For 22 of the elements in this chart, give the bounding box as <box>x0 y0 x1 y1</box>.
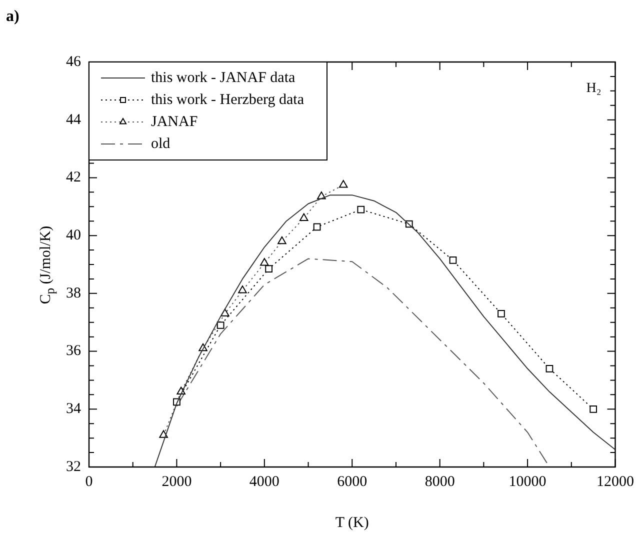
y-tick-label: 40 <box>66 228 81 244</box>
y-tick-label: 46 <box>66 54 82 70</box>
y-tick-label: 38 <box>66 285 81 302</box>
x-axis-title: T (K) <box>335 514 369 531</box>
y-tick-label: 36 <box>66 343 82 360</box>
x-tick-label: 6000 <box>337 474 368 490</box>
legend-label: this work - Herzberg data <box>151 92 304 108</box>
y-tick-label: 32 <box>66 458 81 475</box>
x-tick-label: 10000 <box>508 474 546 490</box>
x-tick-label: 4000 <box>249 474 280 490</box>
y-tick-label: 44 <box>66 112 82 128</box>
legend-label: JANAF <box>151 114 198 130</box>
x-tick-label: 2000 <box>162 474 192 490</box>
y-tick-label: 42 <box>66 170 81 186</box>
x-tick-label: 12000 <box>596 474 634 490</box>
y-tick-label: 34 <box>66 401 82 418</box>
legend-label: old <box>151 136 171 152</box>
x-tick-label: 8000 <box>424 474 455 490</box>
text: a) <box>6 8 20 26</box>
legend-label: this work - JANAF data <box>151 70 296 86</box>
x-tick-label: 0 <box>85 474 93 490</box>
annotation: H₂ <box>586 81 602 96</box>
